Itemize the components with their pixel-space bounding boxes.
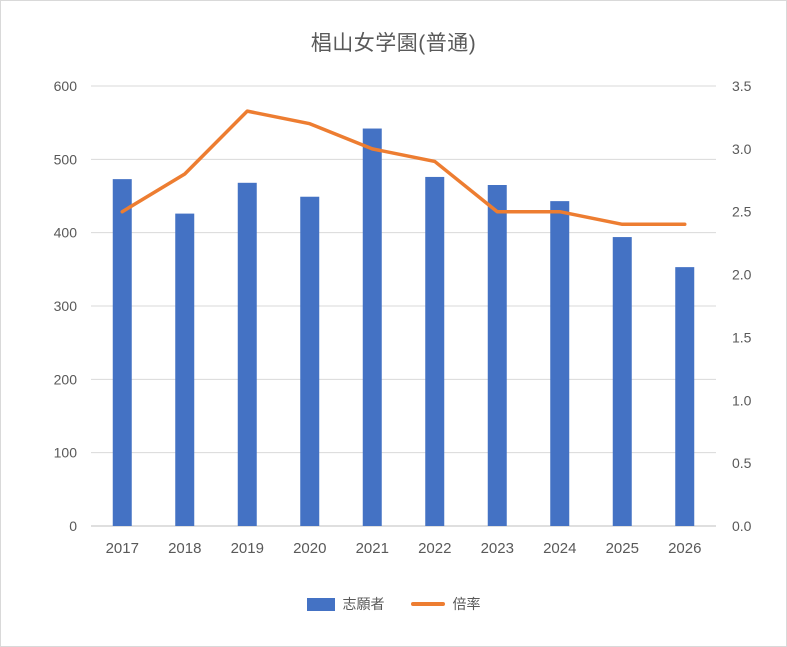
x-axis-label: 2025 <box>606 540 639 557</box>
bar-2021 <box>362 128 382 526</box>
legend-item-applicants: 志願者 <box>306 594 385 614</box>
x-axis-label: 2024 <box>543 540 576 557</box>
right-axis-tick: 1.5 <box>732 329 752 345</box>
legend-label-ratio: 倍率 <box>452 596 481 612</box>
bar-2019 <box>237 182 257 527</box>
bar-2018 <box>175 213 195 526</box>
bar-2024 <box>550 201 570 526</box>
bar-2022 <box>425 176 445 526</box>
x-axis-label: 2020 <box>293 540 326 557</box>
ratio-line-icon <box>410 602 445 606</box>
right-axis-tick: 2.5 <box>732 204 752 220</box>
right-axis-tick: 0.0 <box>732 518 752 534</box>
combo-chart: 0 100 200 300 400 500 600 0.0 0.5 1.0 1.5 2.0 2.5 3.0… <box>54 78 752 557</box>
ratio-line <box>120 109 687 227</box>
bar-2023 <box>487 185 507 526</box>
chart-title: 椙山女学園(普通) <box>310 32 477 55</box>
right-axis-tick: 2.0 <box>732 267 752 283</box>
x-axis-label: 2018 <box>168 540 201 557</box>
x-axis-label: 2022 <box>418 540 451 557</box>
right-axis-tick: 0.5 <box>732 455 752 471</box>
x-axis-label: 2017 <box>106 540 139 557</box>
right-axis-tick: 3.0 <box>732 141 752 157</box>
bar-2020 <box>300 196 320 526</box>
left-axis-tick: 200 <box>54 371 78 387</box>
legend-item-ratio: 倍率 <box>410 594 481 614</box>
left-axis-tick: 400 <box>54 225 78 241</box>
bar-2017 <box>112 179 132 526</box>
applicants-swatch-icon <box>306 597 335 611</box>
right-axis-tick: 3.5 <box>732 78 752 94</box>
bar-2026 <box>675 267 695 526</box>
left-axis-tick: 100 <box>54 445 78 461</box>
x-axis-label: 2021 <box>356 540 389 557</box>
legend: 志願者 倍率 <box>1 593 786 615</box>
bar-2025 <box>612 237 632 527</box>
left-axis-tick: 0 <box>69 518 77 534</box>
x-axis-label: 2019 <box>231 540 264 557</box>
left-axis-tick: 600 <box>54 78 78 94</box>
right-axis-tick: 1.0 <box>732 392 752 408</box>
left-axis-tick: 500 <box>54 151 78 167</box>
x-axis-label: 2023 <box>481 540 514 557</box>
left-axis-tick: 300 <box>54 298 78 314</box>
legend-label-applicants: 志願者 <box>342 596 385 612</box>
x-axis-label: 2026 <box>668 540 701 557</box>
